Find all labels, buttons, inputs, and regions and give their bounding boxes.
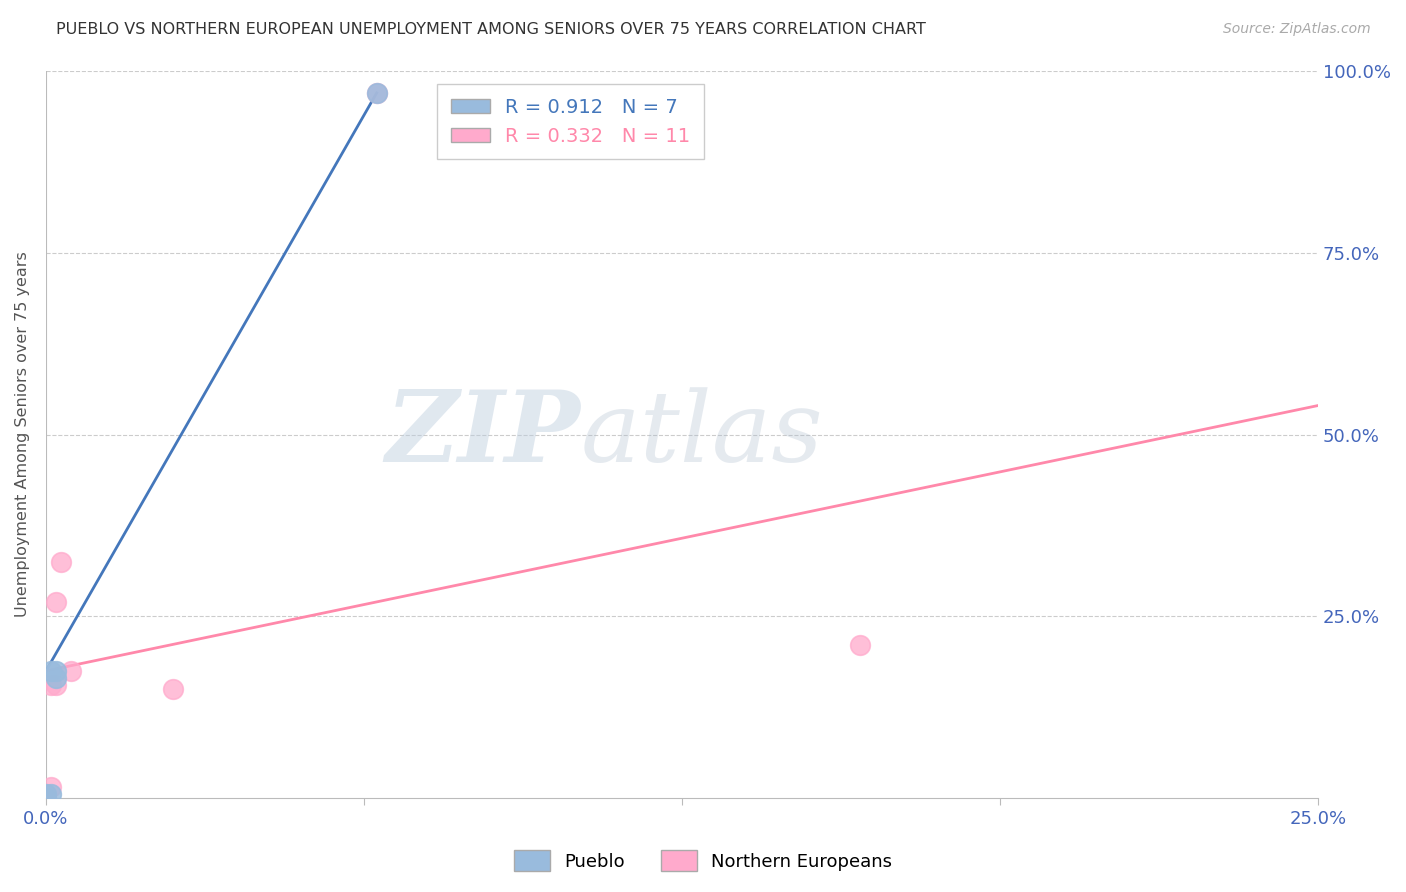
- Text: Source: ZipAtlas.com: Source: ZipAtlas.com: [1223, 22, 1371, 37]
- Legend: Pueblo, Northern Europeans: Pueblo, Northern Europeans: [506, 843, 900, 879]
- Point: [162, 682, 184, 697]
- Point: [45, 664, 67, 678]
- Point: [51, 555, 73, 569]
- Point: [35, 791, 58, 805]
- Text: ZIP: ZIP: [385, 386, 581, 483]
- Point: [849, 639, 872, 653]
- Point: [35, 788, 58, 802]
- Point: [45, 671, 67, 685]
- Text: PUEBLO VS NORTHERN EUROPEAN UNEMPLOYMENT AMONG SENIORS OVER 75 YEARS CORRELATION: PUEBLO VS NORTHERN EUROPEAN UNEMPLOYMENT…: [56, 22, 927, 37]
- Y-axis label: Unemployment Among Seniors over 75 years: Unemployment Among Seniors over 75 years: [15, 252, 30, 617]
- Point: [45, 678, 67, 692]
- Point: [39, 678, 62, 692]
- Point: [35, 791, 58, 805]
- Point: [366, 86, 388, 100]
- Point: [39, 780, 62, 795]
- Point: [45, 595, 67, 609]
- Text: atlas: atlas: [581, 387, 823, 483]
- Point: [39, 664, 62, 678]
- Legend: R = 0.912   N = 7, R = 0.332   N = 11: R = 0.912 N = 7, R = 0.332 N = 11: [437, 85, 704, 160]
- Point: [39, 788, 62, 802]
- Point: [35, 788, 58, 802]
- Point: [60, 664, 83, 678]
- Point: [366, 86, 388, 100]
